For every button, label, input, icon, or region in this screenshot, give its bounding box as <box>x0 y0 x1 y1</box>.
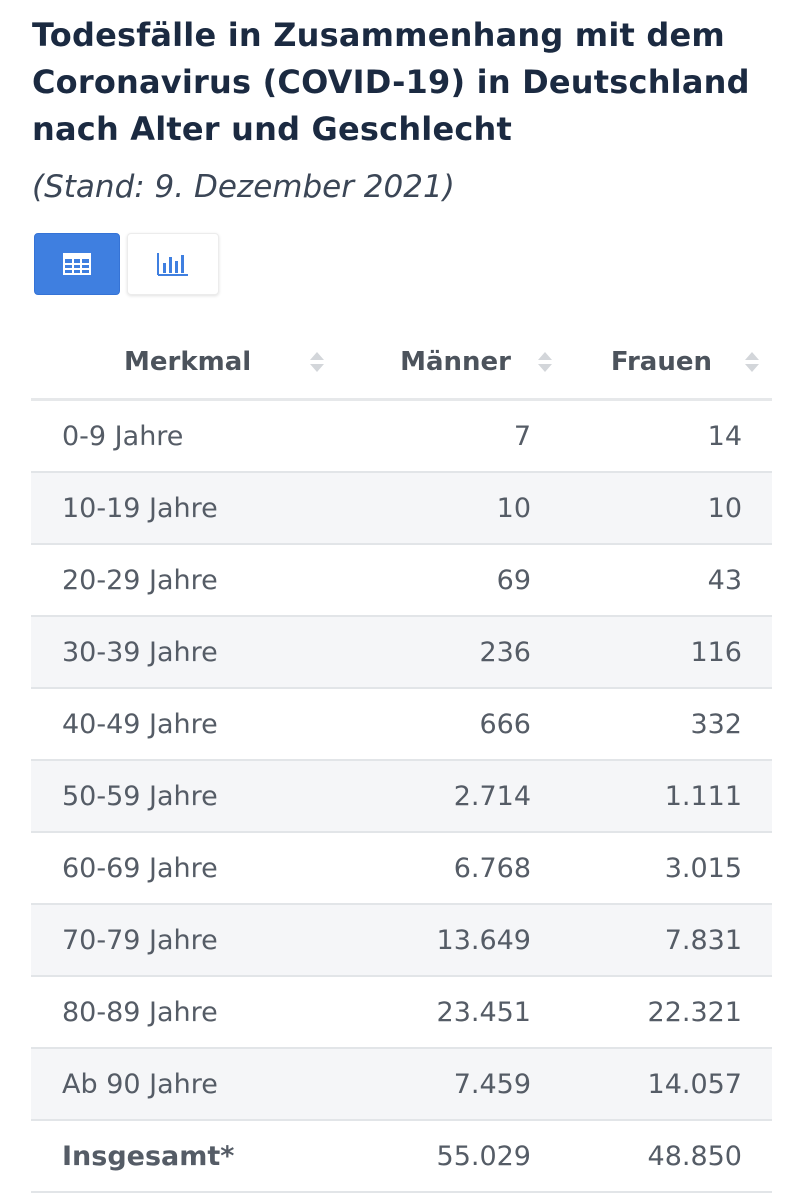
page-subtitle: (Stand: 9. Dezember 2021) <box>32 169 455 205</box>
table-view-button[interactable] <box>34 233 120 295</box>
cell-maenner: 666 <box>371 688 561 761</box>
sort-icon <box>310 352 324 372</box>
cell-maenner: 69 <box>371 544 561 617</box>
cell-maenner: 6.768 <box>371 832 561 905</box>
total-label: Insgesamt* <box>31 1120 371 1193</box>
bar-chart-icon <box>156 251 190 277</box>
cell-frauen: 116 <box>561 616 772 689</box>
cell-frauen: 332 <box>561 688 772 761</box>
cell-frauen: 7.831 <box>561 904 772 977</box>
table-row: 70-79 Jahre 13.649 7.831 <box>31 904 772 977</box>
row-label: 20-29 Jahre <box>31 544 371 617</box>
cell-maenner: 236 <box>371 616 561 689</box>
cell-frauen: 43 <box>561 544 772 617</box>
table-row: 0-9 Jahre 7 14 <box>31 399 772 473</box>
column-label: Männer <box>400 347 511 377</box>
cell-maenner: 2.714 <box>371 760 561 833</box>
column-label: Frauen <box>610 347 712 377</box>
table-row: 60-69 Jahre 6.768 3.015 <box>31 832 772 905</box>
table-row: 40-49 Jahre 666 332 <box>31 688 772 761</box>
total-row: Insgesamt* 55.029 48.850 <box>31 1120 772 1193</box>
table-row: 80-89 Jahre 23.451 22.321 <box>31 976 772 1049</box>
table-row: 20-29 Jahre 69 43 <box>31 544 772 617</box>
table-row: 30-39 Jahre 236 116 <box>31 616 772 689</box>
sort-icon <box>745 352 759 372</box>
row-label: 0-9 Jahre <box>31 399 371 473</box>
cell-frauen: 14.057 <box>561 1048 772 1121</box>
cell-frauen: 14 <box>561 399 772 473</box>
row-label: Ab 90 Jahre <box>31 1048 371 1121</box>
cell-maenner: 7.459 <box>371 1048 561 1121</box>
cell-frauen: 22.321 <box>561 976 772 1049</box>
page-title: Todesfälle in Zusammenhang mit dem Coron… <box>32 16 750 148</box>
column-label: Merkmal <box>124 347 252 377</box>
column-header-merkmal[interactable]: Merkmal <box>31 326 371 401</box>
cell-frauen: 3.015 <box>561 832 772 905</box>
table-row: 50-59 Jahre 2.714 1.111 <box>31 760 772 833</box>
row-label: 30-39 Jahre <box>31 616 371 689</box>
column-header-frauen[interactable]: Frauen <box>561 326 772 401</box>
row-label: 10-19 Jahre <box>31 472 371 545</box>
cell-maenner: 13.649 <box>371 904 561 977</box>
total-maenner: 55.029 <box>371 1120 561 1193</box>
row-label: 50-59 Jahre <box>31 760 371 833</box>
row-label: 70-79 Jahre <box>31 904 371 977</box>
statistics-table: Merkmal Männer Frauen 0-9 Jahre 7 14 10-… <box>31 326 772 1193</box>
cell-maenner: 10 <box>371 472 561 545</box>
table-icon <box>63 253 91 275</box>
cell-frauen: 10 <box>561 472 772 545</box>
chart-view-button[interactable] <box>127 233 219 295</box>
column-header-maenner[interactable]: Männer <box>371 326 561 401</box>
row-label: 40-49 Jahre <box>31 688 371 761</box>
table-header-row: Merkmal Männer Frauen <box>31 326 772 401</box>
table-row: 10-19 Jahre 10 10 <box>31 472 772 545</box>
cell-maenner: 7 <box>371 399 561 473</box>
sort-icon <box>538 352 552 372</box>
cell-frauen: 1.111 <box>561 760 772 833</box>
row-label: 60-69 Jahre <box>31 832 371 905</box>
table-row: Ab 90 Jahre 7.459 14.057 <box>31 1048 772 1121</box>
total-frauen: 48.850 <box>561 1120 772 1193</box>
row-label: 80-89 Jahre <box>31 976 371 1049</box>
cell-maenner: 23.451 <box>371 976 561 1049</box>
